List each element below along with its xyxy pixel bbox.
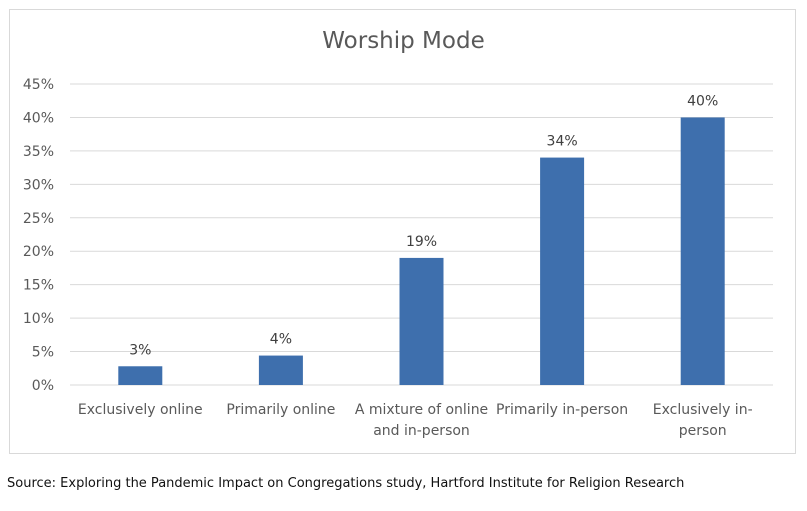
bar	[118, 366, 163, 385]
x-category-label: and in-person	[373, 423, 470, 439]
data-label: 34%	[547, 134, 578, 150]
y-tick-label: 25%	[23, 211, 54, 227]
y-tick-label: 40%	[23, 110, 54, 126]
data-label: 19%	[406, 234, 437, 250]
y-tick-label: 20%	[23, 244, 54, 260]
y-tick-label: 0%	[32, 378, 54, 394]
source-note: Source: Exploring the Pandemic Impact on…	[7, 476, 685, 491]
data-label: 40%	[687, 93, 718, 109]
chart-title: Worship Mode	[322, 28, 485, 54]
y-tick-label: 35%	[23, 144, 54, 160]
bar-chart: 0% 5% 10% 15% 20% 25% 30% 35% 40% 45% 3% Exclusivel…	[23, 77, 773, 439]
bar	[399, 257, 444, 385]
x-category-label: Exclusively in-	[653, 402, 753, 418]
y-tick-label: 5%	[32, 345, 54, 361]
bar	[680, 117, 725, 385]
y-tick-label: 15%	[23, 278, 54, 294]
x-category-label: person	[679, 423, 727, 439]
data-label: 4%	[270, 332, 292, 348]
x-category-label: Exclusively online	[78, 402, 203, 418]
data-label: 3%	[129, 342, 151, 358]
x-category-label: Primarily in-person	[496, 402, 628, 418]
y-tick-label: 10%	[23, 311, 54, 327]
y-tick-label: 30%	[23, 177, 54, 193]
bar	[540, 157, 585, 385]
x-category-label: A mixture of online	[355, 402, 488, 418]
y-tick-label: 45%	[23, 77, 54, 93]
x-category-label: Primarily online	[226, 402, 335, 418]
bar	[258, 355, 303, 385]
